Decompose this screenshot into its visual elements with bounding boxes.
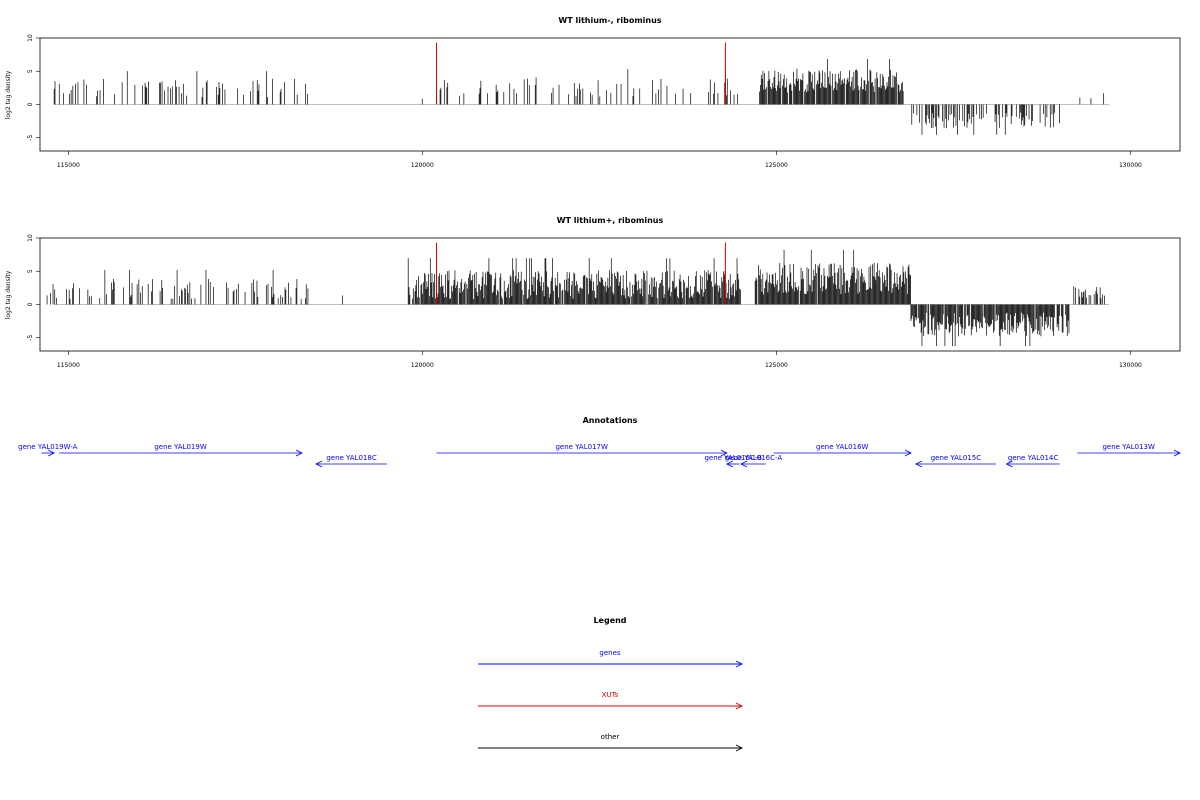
y-tick-label: 0	[27, 302, 34, 306]
arrow-head-icon	[740, 460, 748, 468]
y-axis-label: log2 tag density	[5, 70, 12, 119]
track-panel-lithium-plus: WT lithium+, ribominus log2 tag density …	[5, 216, 1181, 369]
plot-frame	[39, 37, 1181, 152]
arrow-head-icon	[735, 702, 744, 710]
gene-label: gene YAL017W	[555, 443, 608, 451]
gene-label: gene YAL019W-A	[18, 443, 78, 451]
x-tick-label: 125000	[765, 162, 788, 169]
gene-annotation: gene YAL015C	[914, 454, 996, 468]
arrow-head-icon	[914, 460, 923, 468]
legend: Legend genes XUTs other	[478, 616, 744, 752]
plot-frame	[39, 237, 1181, 352]
x-tick-label: 120000	[411, 362, 434, 369]
legend-label: genes	[599, 649, 620, 657]
legend-item: XUTs	[478, 691, 744, 710]
track-panel-lithium-minus: WT lithium-, ribominus log2 tag density …	[5, 16, 1181, 169]
annotations-title: Annotations	[583, 416, 638, 425]
gene-label: gene YAL013W	[1102, 443, 1155, 451]
arrow-head-icon	[735, 744, 744, 752]
legend-item: other	[478, 733, 744, 752]
arrow-head-icon	[735, 660, 744, 668]
gene-annotation: gene YAL016C-A	[725, 454, 783, 468]
arrow-head-icon	[904, 449, 912, 457]
density-bar-group	[754, 249, 911, 305]
y-tick-label: 5	[27, 69, 34, 73]
gene-annotation: gene YAL013W	[1077, 443, 1181, 457]
x-tick-label: 120000	[411, 162, 434, 169]
density-bar-group	[911, 104, 1060, 135]
arrow-head-icon	[47, 449, 56, 457]
y-tick-label: 10	[27, 34, 34, 42]
y-tick-label: 5	[27, 269, 34, 273]
y-tick-label: 0	[27, 102, 34, 106]
legend-label: other	[601, 733, 620, 741]
density-bar-group	[439, 69, 738, 105]
gene-annotation: gene YAL014C	[1005, 454, 1060, 468]
arrow-head-icon	[315, 460, 323, 468]
track-title: WT lithium+, ribominus	[557, 216, 664, 225]
density-bar-group	[1073, 286, 1105, 305]
y-tick-label: -5	[27, 335, 34, 341]
arrow-head-icon	[295, 449, 303, 457]
gene-label: gene YAL016W	[816, 443, 869, 451]
legend-item: genes	[478, 649, 744, 668]
x-tick-label: 125000	[765, 362, 788, 369]
density-bar-group	[53, 71, 308, 105]
gene-label: gene YAL018C	[326, 454, 377, 462]
gene-label: gene YAL016C-B	[704, 454, 762, 462]
gene-label: gene YAL014C	[1008, 454, 1059, 462]
gene-annotation: gene YAL016W	[773, 443, 912, 457]
y-tick-label: 10	[27, 234, 34, 242]
x-tick-label: 130000	[1119, 362, 1142, 369]
arrow-head-icon	[1173, 449, 1181, 457]
density-bar-group	[910, 304, 1070, 346]
legend-label: XUTs	[602, 691, 619, 699]
gene-annotation: gene YAL019W-A	[18, 443, 78, 457]
gene-annotation: gene YAL018C	[315, 454, 387, 468]
annotations-track: Annotations gene YAL019W-A gene YAL019W ge…	[18, 416, 1181, 468]
gene-annotation: gene YAL017W	[436, 443, 728, 457]
gene-annotation: gene YAL019W	[59, 443, 303, 457]
x-tick-label: 130000	[1119, 162, 1142, 169]
track-title: WT lithium-, ribominus	[558, 16, 661, 25]
gene-label: gene YAL019W	[154, 443, 207, 451]
gene-label: gene YAL015C	[931, 454, 982, 462]
arrow-head-icon	[720, 449, 728, 457]
gene-label: gene YAL016C-A	[725, 454, 783, 462]
density-bar-group	[1079, 93, 1105, 105]
y-tick-label: -5	[27, 135, 34, 141]
y-axis-label: log2 tag density	[5, 270, 12, 319]
density-bar-group	[759, 59, 904, 105]
density-bar-group	[407, 258, 741, 305]
arrow-head-icon	[725, 460, 734, 468]
density-bar-group	[46, 270, 309, 305]
legend-title: Legend	[593, 616, 626, 625]
x-tick-label: 115000	[57, 362, 80, 369]
gene-annotation: gene YAL016C-B	[704, 454, 762, 468]
x-tick-label: 115000	[57, 162, 80, 169]
arrow-head-icon	[1005, 460, 1013, 468]
